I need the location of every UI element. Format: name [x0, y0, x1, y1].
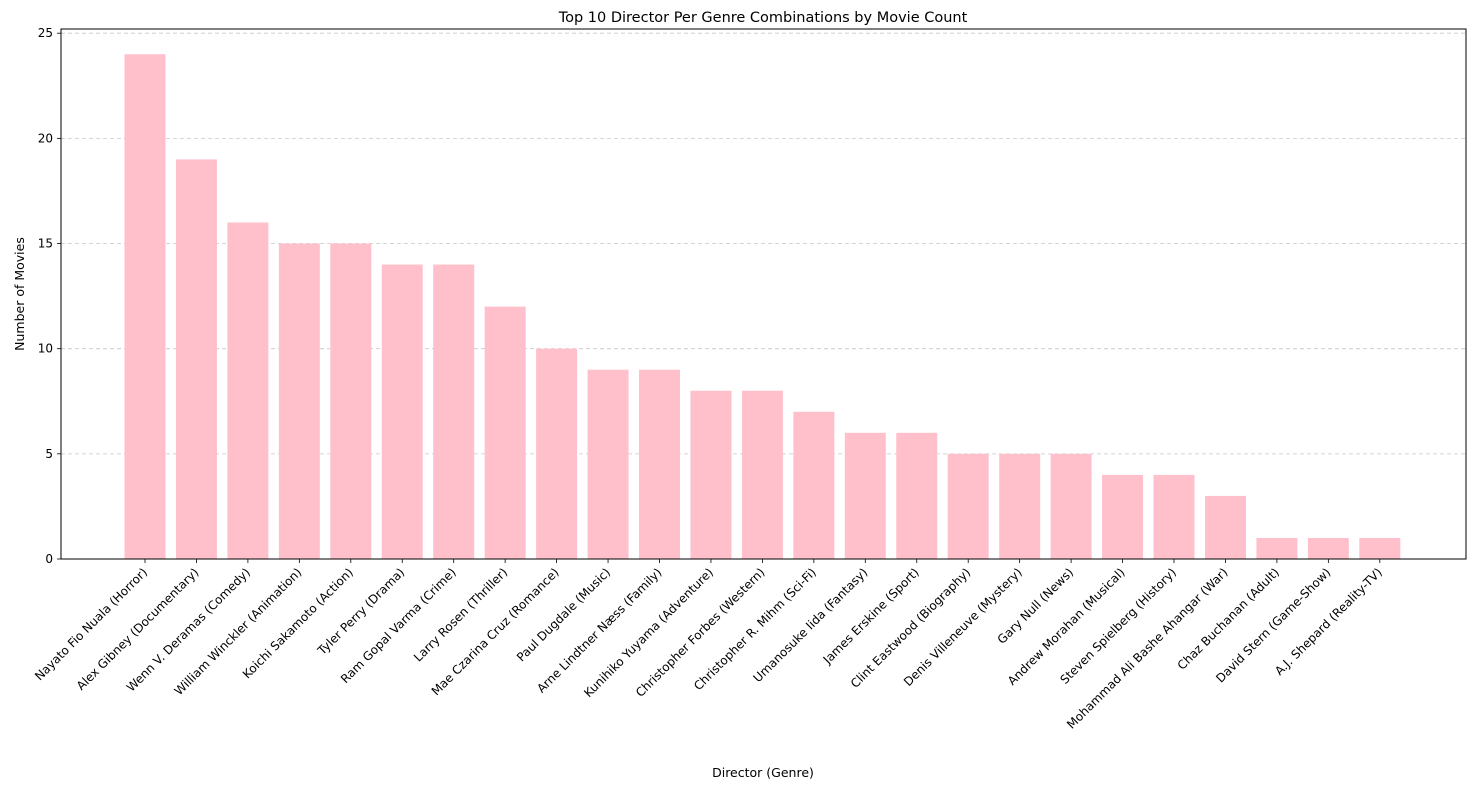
- bar: [1050, 453, 1092, 559]
- bar: [1256, 537, 1298, 559]
- bar: [793, 411, 835, 559]
- bar: [999, 453, 1041, 559]
- bars: [124, 54, 1401, 559]
- x-axis-label: Director (Genre): [712, 765, 814, 780]
- bar: [587, 369, 629, 559]
- bar: [896, 432, 938, 559]
- bar: [433, 264, 475, 559]
- y-tick-label: 0: [45, 552, 53, 566]
- x-tick-label: A.J. Shepard (Reality-TV): [1272, 565, 1385, 678]
- bar: [741, 390, 783, 559]
- x-tick-label: Chaz Buchanan (Adult): [1175, 565, 1282, 672]
- bar: [484, 306, 526, 559]
- x-tick-label: Paul Dugdale (Music): [514, 565, 613, 664]
- bar: [1307, 537, 1349, 559]
- bar: [844, 432, 886, 559]
- x-tick-label: James Erskine (Sport): [820, 565, 922, 667]
- y-tick-label: 15: [38, 237, 53, 251]
- bar: [1153, 474, 1195, 559]
- bar: [124, 54, 166, 559]
- bar: [639, 369, 680, 559]
- bar: [1204, 495, 1246, 559]
- y-tick-label: 5: [45, 447, 53, 461]
- y-axis-ticks: 0 5 10 15 20 25: [38, 26, 61, 566]
- bar: [175, 159, 217, 559]
- chart-title: Top 10 Director Per Genre Combinations b…: [558, 10, 968, 26]
- bar: [278, 243, 320, 559]
- bar: [947, 453, 989, 559]
- bar: [1102, 474, 1144, 559]
- bar: [1359, 537, 1401, 559]
- x-axis-ticks: Nayato Fio Nuala (Horror)Alex Gibney (Do…: [32, 559, 1385, 732]
- bar: [227, 222, 269, 559]
- y-tick-label: 20: [38, 131, 53, 145]
- bar: [536, 348, 578, 559]
- y-tick-label: 10: [38, 342, 53, 356]
- bar: [690, 390, 732, 559]
- x-tick-label: Larry Rosen (Thriller): [411, 565, 510, 664]
- y-axis-label: Number of Movies: [12, 237, 27, 351]
- x-tick-label: Tyler Perry (Drama): [314, 565, 407, 658]
- y-tick-label: 25: [38, 26, 53, 40]
- bar: [330, 243, 372, 559]
- bar: [381, 264, 423, 559]
- plot-frame: [60, 28, 1467, 560]
